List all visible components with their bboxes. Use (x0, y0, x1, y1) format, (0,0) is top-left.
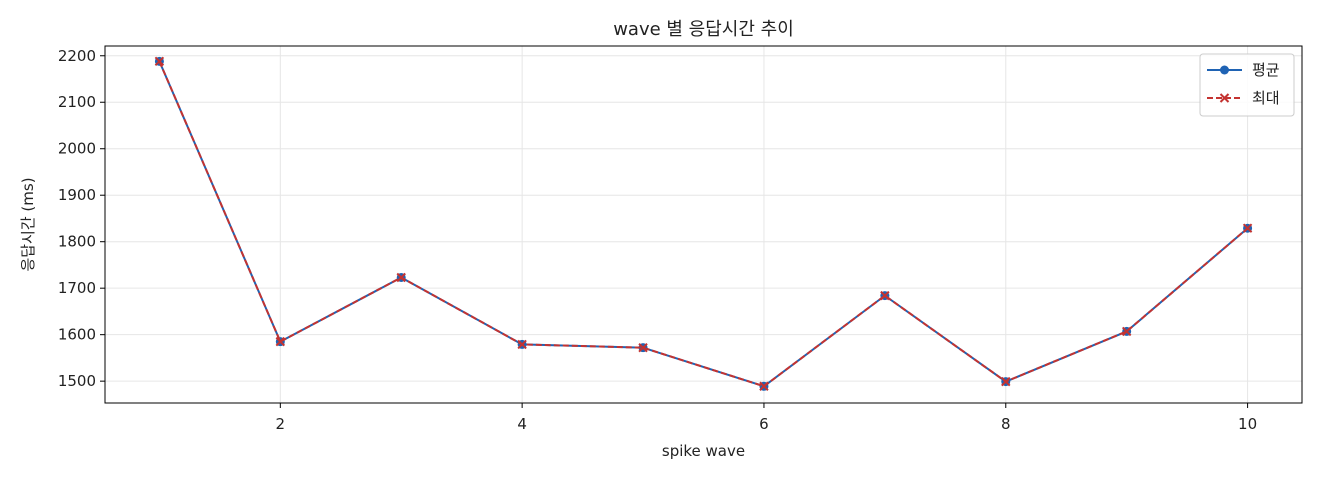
legend-box (1199, 53, 1295, 117)
data-point (638, 342, 648, 353)
x-axis-label: spike wave (662, 442, 745, 460)
legend: 평균 최대 (1199, 53, 1295, 117)
data-point (396, 272, 406, 283)
y-tick-label: 1700 (58, 279, 96, 297)
data-point (1001, 376, 1011, 387)
x-tick-label: 6 (759, 415, 769, 433)
data-point (154, 56, 165, 67)
series-layer (154, 56, 1253, 391)
data-point (1242, 223, 1253, 233)
y-tick-label: 2200 (58, 47, 96, 65)
series-line-1 (158, 60, 1249, 388)
data-point (1121, 326, 1132, 337)
y-tick-label: 2100 (58, 93, 96, 111)
data-point (880, 290, 890, 301)
legend-swatch-max-marker (1219, 93, 1230, 103)
x-tick-label: 10 (1238, 415, 1257, 433)
data-point (759, 381, 769, 391)
series-line-0 (158, 60, 1249, 388)
y-tick-label: 1500 (58, 372, 96, 390)
legend-label-avg: 평균 (1252, 61, 1280, 79)
y-tick-label: 1900 (58, 186, 96, 204)
x-axis-ticks: 2 4 6 8 10 (276, 403, 1257, 433)
y-tick-label: 1800 (58, 233, 96, 251)
x-tick-label: 8 (1001, 415, 1011, 433)
x-tick-label: 2 (276, 415, 286, 433)
plot-frame (104, 45, 1303, 404)
legend-label-max: 최대 (1252, 89, 1280, 107)
y-axis-label: 응답시간 (ms) (19, 177, 37, 271)
data-point (275, 336, 286, 347)
chart-title: wave 별 응답시간 추이 (613, 19, 794, 40)
x-tick-label: 4 (517, 415, 527, 433)
y-axis-ticks: 1500 1600 1700 1800 1900 2000 2100 2200 (58, 47, 105, 390)
grid (105, 46, 1302, 403)
y-tick-label: 2000 (58, 140, 96, 158)
y-tick-label: 1600 (58, 326, 96, 344)
data-point (517, 339, 527, 350)
legend-swatch-avg-marker (1220, 65, 1229, 75)
